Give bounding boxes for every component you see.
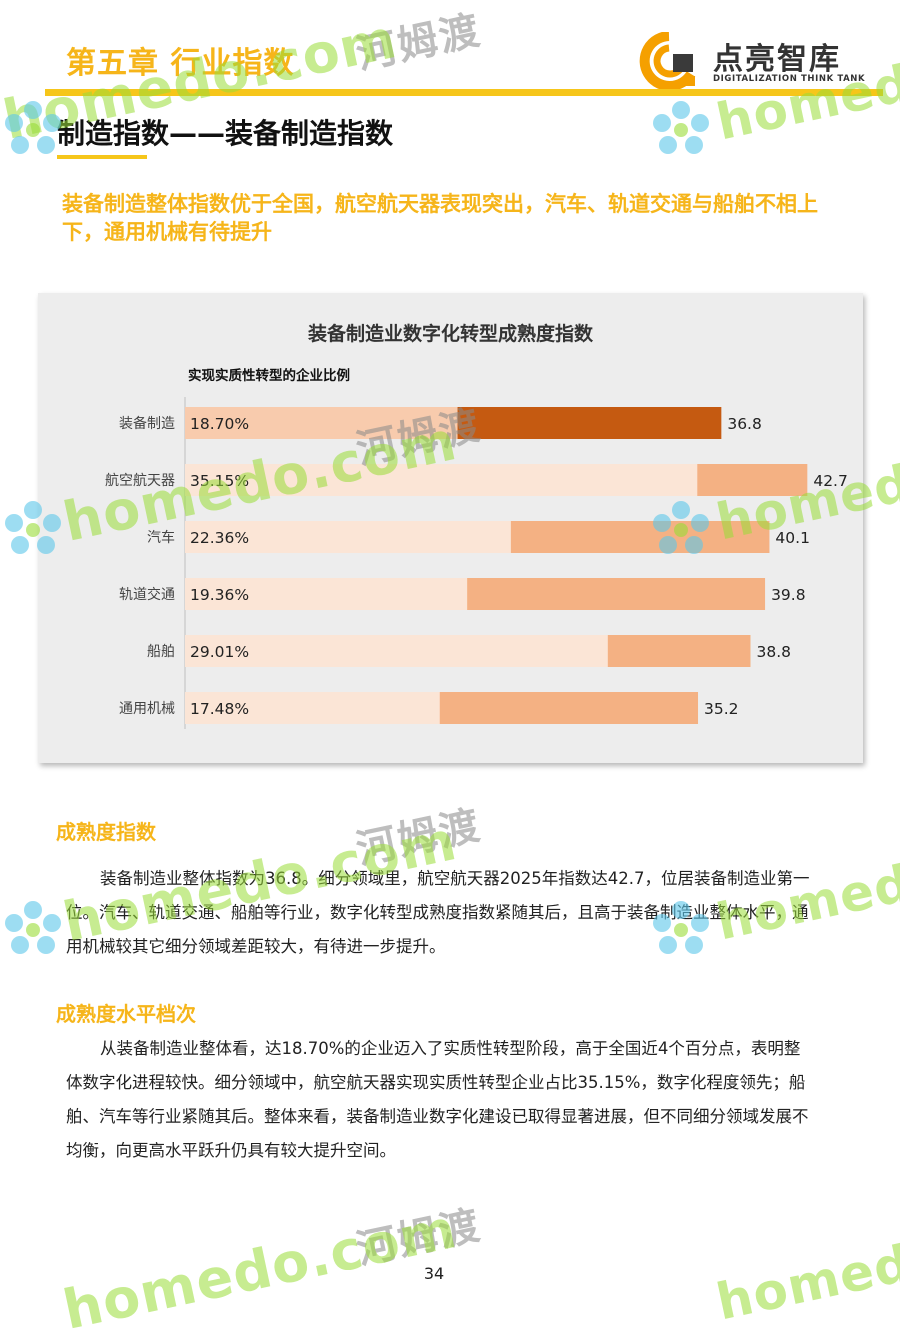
share-data-label: 17.48% xyxy=(190,700,249,718)
index-data-label: 35.2 xyxy=(704,700,739,718)
flower-logo-icon xyxy=(653,101,709,154)
flower-logo-icon xyxy=(5,101,61,154)
section-title: 制造指数——装备制造指数 xyxy=(57,117,394,150)
share-data-label: 18.70% xyxy=(190,415,249,433)
category-label: 汽车 xyxy=(147,529,175,546)
section-heading-maturity-index: 成熟度指数 xyxy=(56,820,156,844)
page-number: 34 xyxy=(423,1264,445,1283)
section-paragraph-maturity-level: 从装备制造业整体看，达18.70%的企业迈入了实质性转型阶段，高于全国近4个百分… xyxy=(66,1039,809,1160)
title-underline xyxy=(57,155,147,159)
chart-card: 装备制造业数字化转型成熟度指数 实现实质性转型的企业比例 装备制造 18.70% 3… xyxy=(38,293,863,763)
share-data-label: 29.01% xyxy=(190,643,249,661)
logo-mark-icon xyxy=(639,32,696,90)
index-data-label: 36.8 xyxy=(727,415,762,433)
logo-subtitle: DIGITALIZATION THINK TANK xyxy=(713,74,866,84)
section-paragraph-maturity-index: 装备制造业整体指数为36.8。细分领域里，航空航天器2025年指数达42.7，位… xyxy=(66,869,810,956)
index-data-label: 38.8 xyxy=(756,643,791,661)
index-data-label: 42.7 xyxy=(813,472,848,490)
chart-subtitle: 实现实质性转型的企业比例 xyxy=(188,368,350,384)
index-data-label: 39.8 xyxy=(771,586,806,604)
chapter-title: 第五章 行业指数 xyxy=(66,46,295,81)
share-bar xyxy=(185,407,458,439)
share-data-label: 19.36% xyxy=(190,586,249,604)
share-data-label: 22.36% xyxy=(190,529,249,547)
index-data-label: 40.1 xyxy=(775,529,810,547)
bar-chart: 装备制造 18.70% 36.8 航空航天器 35.15% 42.7 汽车 22.36% 40.… xyxy=(105,397,848,729)
share-bar xyxy=(185,692,440,724)
section-heading-maturity-level: 成熟度水平档次 xyxy=(56,1002,196,1026)
share-bar xyxy=(185,521,511,553)
share-bar xyxy=(185,578,468,610)
flower-logo-icon xyxy=(5,901,61,954)
logo-name: 点亮智库 xyxy=(713,42,841,77)
category-label: 航空航天器 xyxy=(105,473,175,489)
logo: 点亮智库 DIGITALIZATION THINK TANK xyxy=(637,30,867,90)
category-label: 通用机械 xyxy=(119,701,175,717)
header-rule xyxy=(45,89,883,96)
category-label: 轨道交通 xyxy=(119,586,175,603)
watermark-cn: 河姆渡 xyxy=(352,7,486,79)
share-bar xyxy=(185,635,608,667)
category-label: 装备制造 xyxy=(119,415,175,432)
headline: 装备制造整体指数优于全国，航空航天器表现突出，汽车、轨道交通与船舶不相上下，通用… xyxy=(62,192,818,244)
category-label: 船舶 xyxy=(147,644,175,660)
share-data-label: 35.15% xyxy=(190,472,249,490)
share-bar xyxy=(185,464,698,496)
chart-title: 装备制造业数字化转型成熟度指数 xyxy=(307,323,593,345)
